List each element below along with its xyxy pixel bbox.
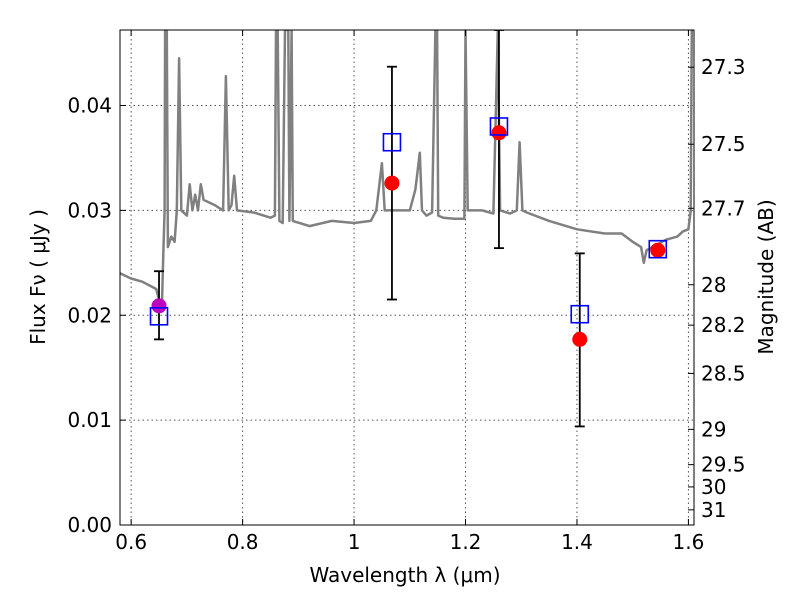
x-tick-label: 1 (348, 530, 361, 554)
x-tick-label: 0.8 (227, 530, 259, 554)
y-tick-label: 0.04 (67, 94, 112, 118)
mag-tick-label: 28 (701, 273, 726, 297)
mag-tick-label: 28.2 (701, 313, 746, 337)
mag-tick-label: 28.5 (701, 361, 746, 385)
mag-tick-label: 27.3 (701, 55, 746, 79)
observed-flux-point (650, 242, 666, 258)
observed-flux-point (572, 331, 588, 347)
observed-flux-point (151, 298, 167, 314)
model-layer (149, 117, 668, 326)
mag-tick-label: 30 (701, 475, 726, 499)
model-flux-box (489, 117, 509, 136)
y-tick-label: 0.03 (67, 198, 112, 222)
grid-layer (120, 30, 694, 526)
mag-tick-label: 27.5 (701, 132, 746, 156)
y-tick-label: 0.01 (67, 408, 112, 432)
y-tick-label: 0.00 (67, 513, 112, 537)
observed-flux-point (491, 125, 507, 141)
x-axis-label: Wavelength λ (μm) (309, 563, 500, 587)
observed-flux-point (384, 175, 400, 191)
y-tick-label: 0.02 (67, 303, 112, 327)
model-flux-box (149, 307, 169, 326)
plot-frame (119, 29, 695, 526)
model-flux-box (648, 239, 668, 259)
mag-tick-label: 31 (701, 498, 726, 522)
model-flux-box (570, 304, 590, 324)
x-tick-label: 1.2 (450, 530, 482, 554)
right-axis-label: Magnitude (AB) (754, 199, 778, 354)
x-tick-label: 0.6 (115, 530, 147, 554)
x-tick-label: 1.6 (673, 530, 705, 554)
x-tick-label: 1.4 (561, 530, 593, 554)
mag-tick-label: 29 (701, 417, 726, 441)
spectrum-layer (120, 30, 694, 312)
observed-layer (151, 125, 666, 347)
y-axis-label: Flux Fν ( μJy ) (26, 209, 50, 345)
mag-tick-label: 29.5 (701, 453, 746, 477)
model-spectrum-line (120, 30, 694, 312)
mag-tick-label: 27.7 (701, 196, 746, 220)
tick-layer: 0.6 0.8 1 1.2 1.4 1.6 0.00 0.01 0.02 0.03 0.04 27.3… (67, 30, 746, 554)
errorbar-layer (154, 30, 585, 428)
model-flux-box (382, 132, 402, 152)
